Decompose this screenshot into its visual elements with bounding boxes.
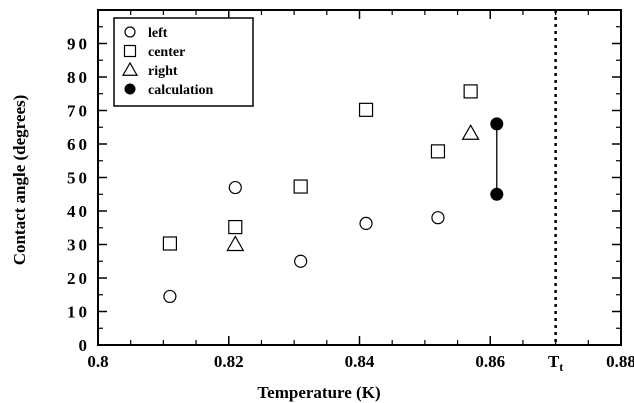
series-left-point (228, 180, 242, 195)
y-tick-label: 30 (67, 236, 90, 255)
series-calculation-point (490, 187, 504, 201)
series-center-point (463, 84, 478, 99)
series-left-point (294, 254, 308, 268)
series-left (163, 180, 445, 304)
x-axis-title: Temperature (K) (257, 383, 380, 402)
y-tick-label: 50 (67, 169, 90, 188)
series-center-point (228, 219, 243, 235)
legend-label-left: left (148, 26, 168, 41)
series-calculation-point (490, 117, 504, 131)
legend-marker-right (121, 61, 139, 76)
axis-ticks (98, 10, 621, 345)
legend: left center right calculation (113, 17, 254, 107)
y-tick-label: 0 (79, 336, 91, 355)
reference-line-label: Tt (548, 352, 563, 374)
y-tick-label: 10 (67, 303, 90, 322)
series-right (226, 124, 480, 252)
x-tick-label: 0.8 (87, 352, 108, 371)
series-left-point (431, 211, 445, 225)
legend-marker-center (123, 44, 137, 58)
series-center-point (358, 102, 374, 117)
legend-box (113, 17, 254, 107)
series-right-point (226, 235, 245, 252)
x-tick-label: 0.82 (214, 352, 244, 371)
legend-marker-calculation (124, 83, 136, 95)
series-calculation (490, 117, 504, 201)
x-tick-label: 0.86 (475, 352, 505, 371)
series-left-point (359, 216, 373, 230)
x-tick-label: 0.84 (345, 352, 375, 371)
y-tick-label: 80 (67, 68, 90, 87)
y-tick-label: 40 (67, 202, 90, 221)
series-left-point (163, 289, 177, 304)
y-tick-label: 90 (67, 35, 90, 54)
series-center (162, 84, 478, 251)
y-tick-label: 20 (67, 269, 90, 288)
reference-line-group: Tt (548, 10, 563, 374)
data-marks (162, 84, 504, 304)
y-axis-title: Contact angle (degrees) (10, 95, 29, 266)
legend-label-center: center (148, 45, 185, 60)
series-right-point (461, 124, 480, 140)
series-center-point (162, 236, 178, 251)
series-center-point (293, 179, 308, 194)
legend-label-calculation: calculation (148, 83, 214, 98)
legend-marker-left (124, 26, 136, 38)
y-tick-label: 60 (67, 135, 90, 154)
x-tick-label: 0.88 (606, 352, 634, 371)
legend-label-right: right (148, 64, 178, 79)
tick-labels: 0.8 0.82 0.84 0.86 0.88 0 10 20 30 40 50 60 70 80 90 (67, 35, 634, 372)
series-center-point (430, 144, 446, 159)
y-tick-label: 70 (67, 102, 90, 121)
axis-titles: Temperature (K) Contact angle (degrees) (10, 95, 381, 402)
